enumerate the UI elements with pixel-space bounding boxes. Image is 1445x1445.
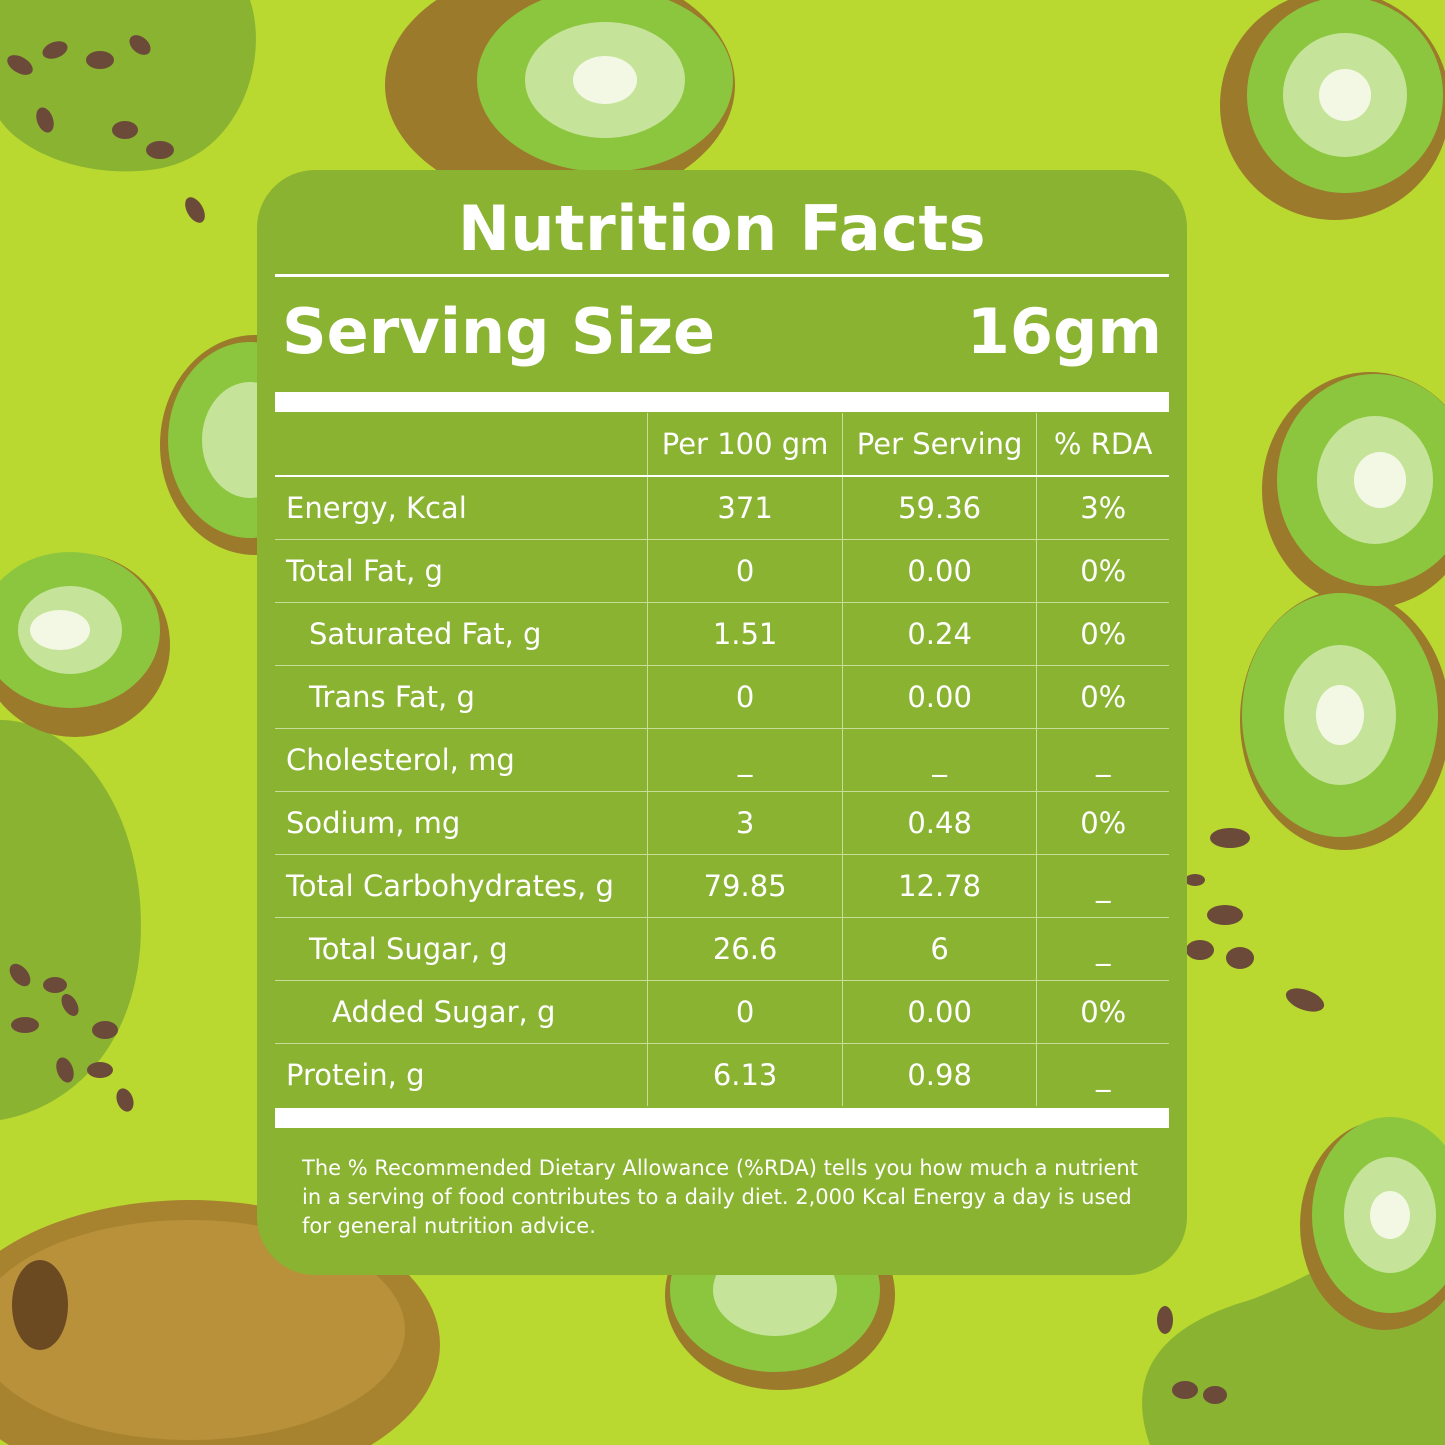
per-100-value: 79.85 [647,854,843,918]
table-row: Trans Fat, g 0 0.00 0% [275,665,1169,729]
per-100-value: 0 [647,665,843,729]
rda-value: 0% [1036,539,1169,603]
per-serving-value: 6 [841,917,1037,981]
table-row: Energy, Kcal 371 59.36 3% [275,476,1169,540]
table-row: Saturated Fat, g 1.51 0.24 0% [275,602,1169,666]
kiwi-slice-icon [1240,590,1445,850]
per-serving-value: 0.98 [841,1043,1037,1106]
rda-value: 0% [1036,980,1169,1044]
table-row: Total Carbohydrates, g 79.85 12.78 _ [275,854,1169,918]
rda-footnote: The % Recommended Dietary Allowance (%RD… [302,1156,1138,1238]
per-serving-value: 0.24 [841,602,1037,666]
table-row: Sodium, mg 3 0.48 0% [275,791,1169,855]
per-100-value: 6.13 [647,1043,843,1106]
table-row: Total Sugar, g 26.6 6 _ [275,917,1169,981]
rda-value: _ [1036,917,1169,981]
per-100-value: 0 [647,539,843,603]
per-serving-value: 0.00 [841,980,1037,1044]
kiwi-slice-icon [1300,1117,1445,1330]
kiwi-seed-icon [7,35,1325,1404]
kiwi-slice-icon [1262,372,1445,608]
per-100-value: 3 [647,791,843,855]
rda-value: 0% [1036,602,1169,666]
kiwi-slice-icon [385,0,735,205]
nutrition-facts-card: Nutrition Facts Serving Size 16gm Per 10… [257,170,1187,1275]
per-100-value: _ [647,728,843,792]
table-row: Total Fat, g 0 0.00 0% [275,539,1169,603]
per-serving-value: 0.00 [841,665,1037,729]
nutrition-table: Per 100 gm Per Serving % RDA Energy, Kca… [275,413,1169,1106]
nutrient-name: Saturated Fat, g [275,602,648,666]
rda-value: _ [1036,854,1169,918]
serving-size-label: Serving Size [282,295,716,368]
table-row: Protein, g 6.13 0.98 _ [275,1043,1169,1106]
column-header [275,413,648,477]
nutrient-name: Trans Fat, g [275,665,648,729]
per-100-value: 0 [647,980,843,1044]
nutrient-name: Cholesterol, mg [275,728,648,792]
kiwi-slice-icon [1220,0,1445,220]
table-row: Cholesterol, mg _ _ _ [275,728,1169,792]
per-serving-value: 59.36 [841,476,1037,540]
nutrient-name: Sodium, mg [275,791,648,855]
rda-value: _ [1036,1043,1169,1106]
divider [275,1108,1169,1128]
rda-value: 0% [1036,791,1169,855]
per-100-value: 1.51 [647,602,843,666]
serving-size-row: Serving Size 16gm [282,295,1162,385]
divider [275,392,1169,412]
per-serving-value: _ [841,728,1037,792]
divider [275,274,1169,277]
nutrient-name: Protein, g [286,1058,425,1092]
per-serving-value: 0.00 [841,539,1037,603]
nutrient-name: Total Carbohydrates, g [275,854,648,918]
per-100-value: 26.6 [647,917,843,981]
per-serving-value: 0.48 [841,791,1037,855]
nutrient-name: Total Fat, g [275,539,648,603]
rda-value: _ [1036,728,1169,792]
nutrient-name: Added Sugar, g [275,980,648,1044]
per-serving-value: 12.78 [841,854,1037,918]
column-header-rda: % RDA [1036,413,1169,477]
table-row: Added Sugar, g 0 0.00 0% [275,980,1169,1044]
rda-value: 3% [1036,476,1169,540]
per-100-value: 371 [647,476,843,540]
rda-value: 0% [1036,665,1169,729]
nutrition-title: Nutrition Facts [457,192,987,265]
column-header-per-serving: Per Serving [841,413,1037,477]
nutrient-name: Total Sugar, g [275,917,648,981]
serving-size-value: 16gm [966,295,1162,368]
nutrient-name: Energy, Kcal [275,476,648,540]
table-header-row: Per 100 gm Per Serving % RDA [275,413,1169,477]
column-header-per-100: Per 100 gm [647,413,843,477]
kiwi-slice-icon [0,552,170,737]
